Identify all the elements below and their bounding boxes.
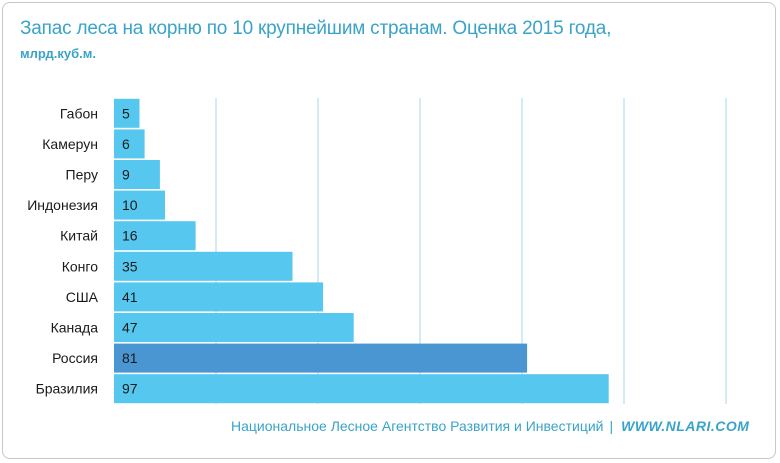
bar — [114, 282, 324, 312]
category-label: Бразилия — [36, 381, 98, 397]
footer-agency: Национальное Лесное Агентство Развития и… — [231, 418, 604, 434]
category-label: Канада — [51, 320, 99, 336]
bar — [114, 343, 528, 373]
category-label: Перу — [66, 167, 98, 183]
data-label: 41 — [122, 289, 138, 305]
category-label: Конго — [62, 258, 98, 274]
chart-title: Запас леса на корню по 10 крупнейшим стр… — [20, 18, 612, 39]
data-label: 16 — [122, 228, 138, 244]
footer: Национальное Лесное Агентство Развития и… — [231, 418, 749, 434]
data-label: 6 — [122, 136, 130, 152]
category-label: Китай — [60, 228, 98, 244]
category-label: Камерун — [42, 136, 98, 152]
category-label: Россия — [52, 350, 98, 366]
bar — [114, 251, 293, 281]
data-label: 5 — [122, 105, 130, 121]
category-label: Габон — [60, 105, 98, 121]
data-label: 47 — [122, 320, 138, 336]
bar — [114, 160, 160, 189]
chart-subtitle: млрд.куб.м. — [20, 46, 96, 61]
bar — [114, 98, 140, 128]
footer-separator: | — [609, 418, 614, 434]
bar — [114, 190, 165, 220]
category-label: США — [66, 289, 99, 305]
bar — [114, 221, 196, 251]
bar — [114, 129, 145, 159]
data-label: 81 — [122, 350, 138, 366]
data-label: 97 — [122, 381, 138, 397]
category-label: Индонезия — [27, 197, 98, 213]
bar — [114, 313, 354, 342]
data-label: 10 — [122, 197, 138, 213]
footer-site-link[interactable]: WWW.NLARI.COM — [621, 418, 750, 434]
data-label: 9 — [122, 167, 130, 183]
data-label: 35 — [122, 258, 138, 274]
bar — [114, 374, 609, 404]
